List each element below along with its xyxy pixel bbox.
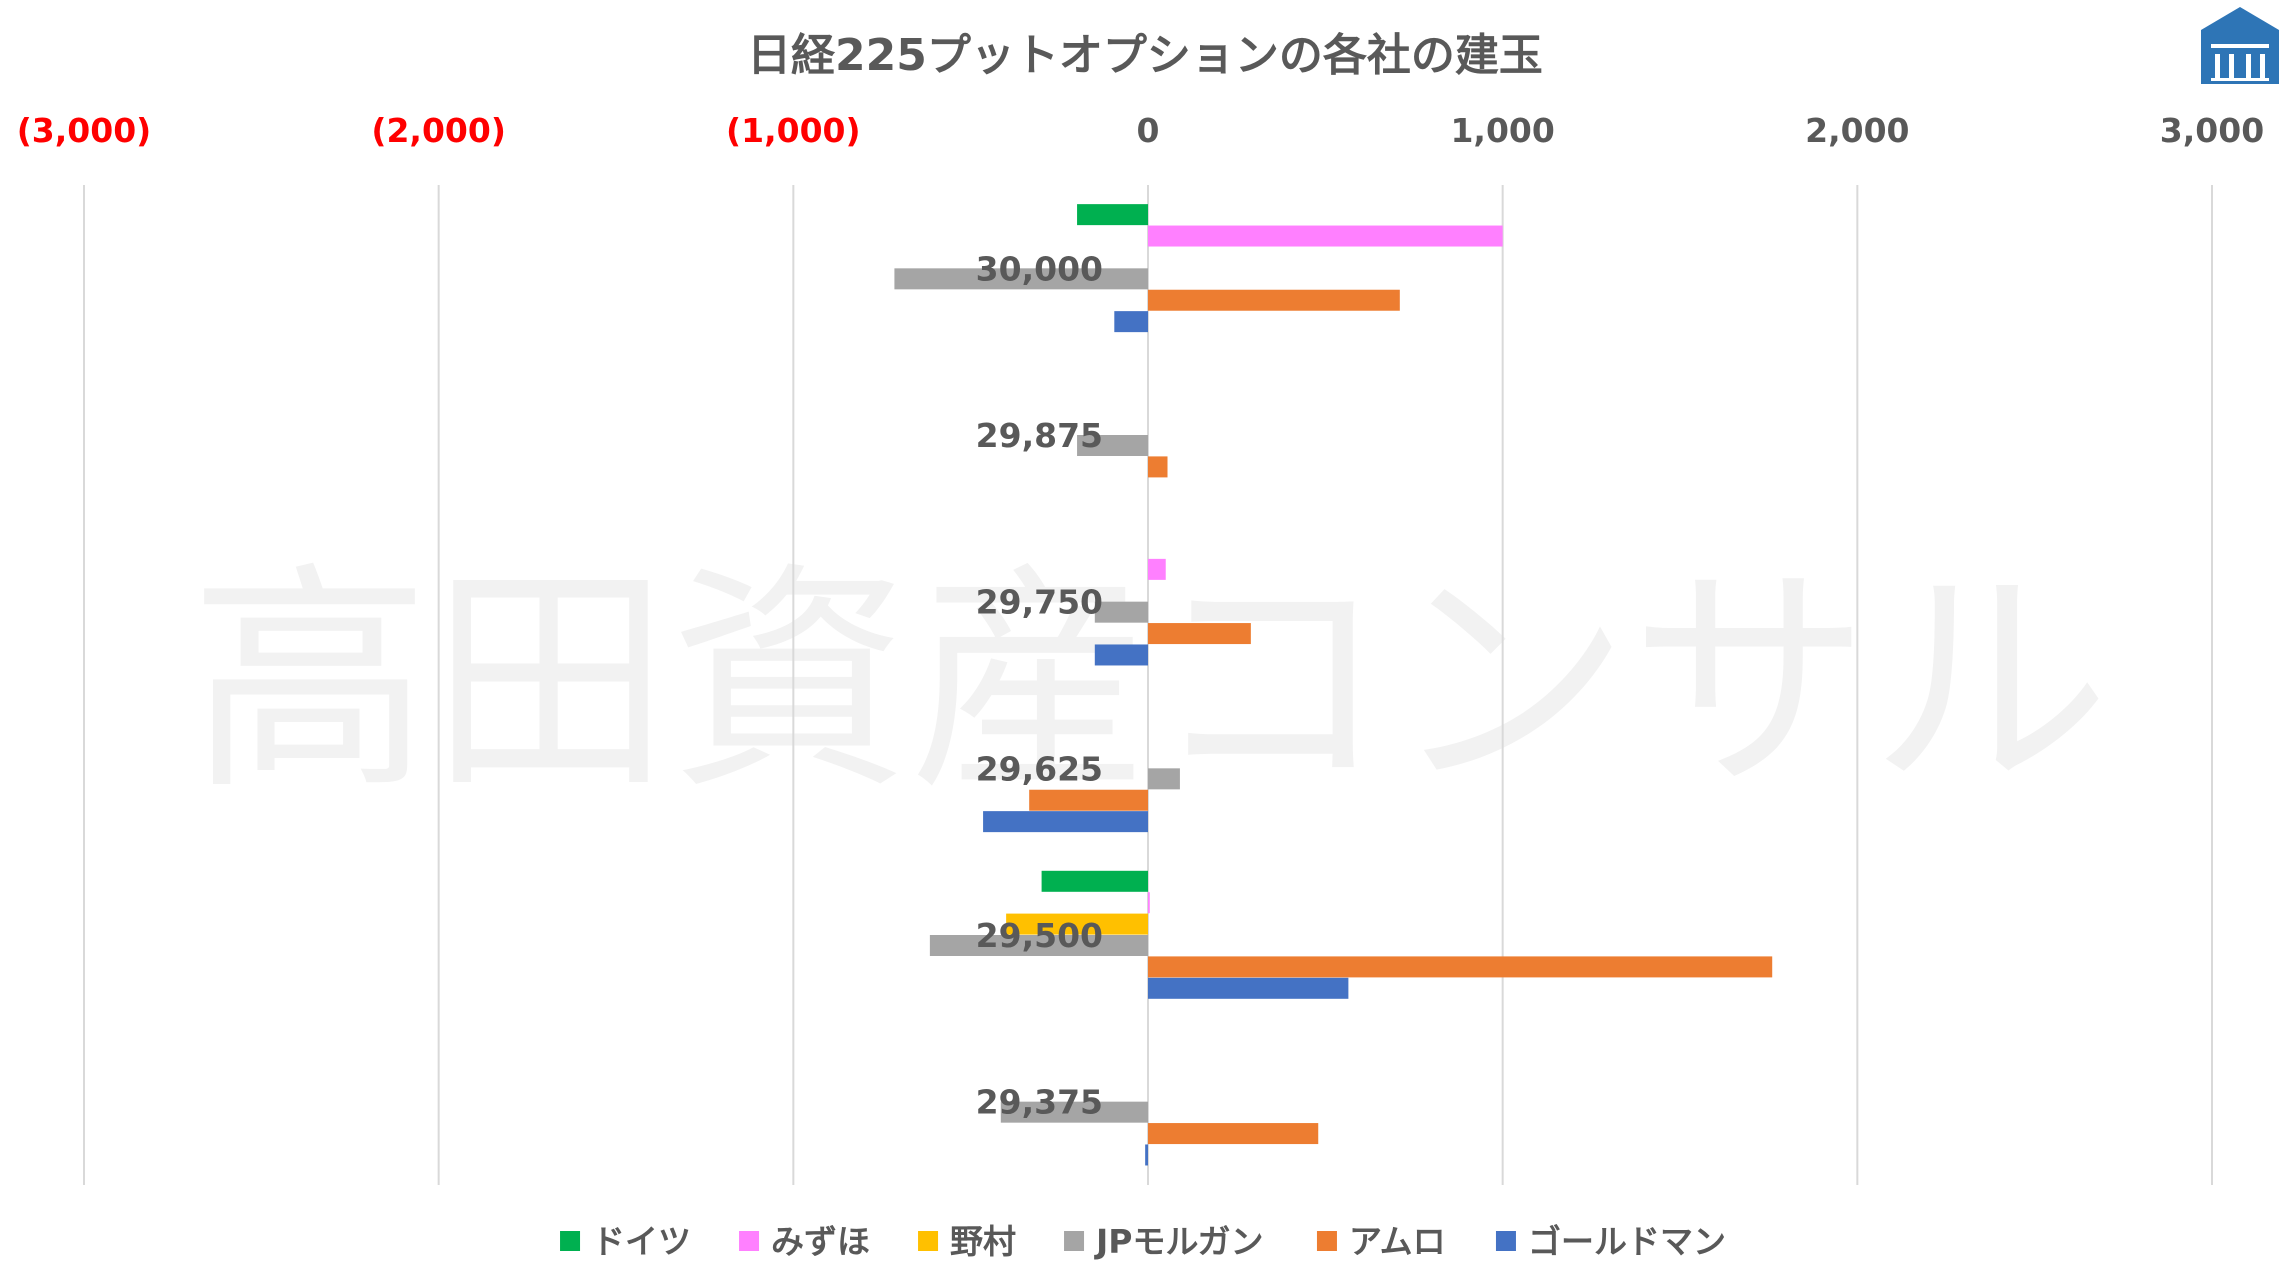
legend-swatch [1064,1231,1085,1251]
category-label: 29,625 [976,749,1103,788]
legend-swatch [560,1231,581,1251]
x-tick-label: 1,000 [1450,111,1554,150]
bar [1077,204,1148,226]
bar [1114,311,1148,333]
bar [1041,870,1148,892]
legend-label: ゴールドマン [1528,1222,1726,1261]
bar [1148,558,1166,580]
bar [1148,1123,1319,1145]
legend-label: 野村 [950,1222,1016,1261]
category-label: 29,375 [976,1083,1103,1122]
bar [1094,644,1148,666]
bar [1006,913,1148,935]
bar [1148,977,1349,999]
legend-label: JPモルガン [1094,1222,1263,1261]
logo-icon [2201,7,2279,84]
legend-swatch [918,1231,939,1251]
legend-label: アムロ [1349,1222,1446,1261]
chart-title: 日経225プットオプションの各社の建玉 [747,30,1543,81]
bar [1148,623,1251,645]
legend-swatch [1316,1231,1337,1251]
bar [1077,435,1148,456]
legend-label: ドイツ [592,1222,691,1261]
legend-swatch [739,1231,760,1251]
bar [1148,892,1150,914]
category-label: 29,875 [976,416,1103,455]
bar [1000,1101,1148,1123]
bar [894,268,1148,290]
legend-label: みずほ [771,1222,870,1261]
legend-swatch [1495,1231,1516,1251]
x-tick-label: 0 [1137,111,1160,150]
bar [1094,601,1148,623]
bar [1148,456,1168,478]
bar [929,935,1148,956]
bar [1029,789,1148,811]
bar [1148,956,1773,978]
category-label: 30,000 [976,249,1103,288]
bar [1145,1144,1148,1166]
x-tick-label: (3,000) [17,111,152,150]
bar [1148,225,1503,247]
bar [983,811,1148,833]
bar [1148,768,1180,790]
bar [1148,289,1400,311]
category-label: 29,500 [976,916,1103,955]
x-tick-label: 3,000 [2160,111,2264,150]
x-tick-label: (1,000) [726,111,861,150]
x-tick-label: (2,000) [371,111,506,150]
category-label: 29,750 [976,583,1103,622]
x-tick-label: 2,000 [1805,111,1909,150]
